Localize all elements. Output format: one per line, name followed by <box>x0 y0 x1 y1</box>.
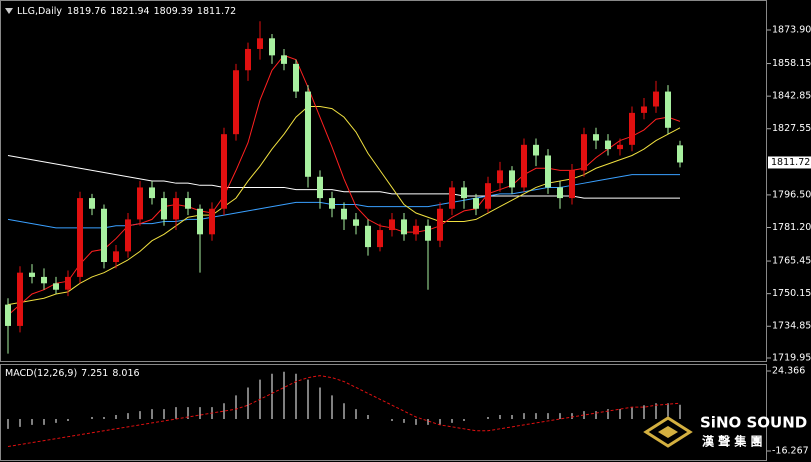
y-tick-label: 1842.85 <box>772 91 811 102</box>
candle-body <box>461 187 467 199</box>
y-tick-label: 1765.45 <box>772 256 811 267</box>
candle-body <box>653 91 659 107</box>
y-tick-label: 24.366 <box>772 366 805 377</box>
y-tick-label: 1719.95 <box>772 352 811 363</box>
current-price-box <box>768 156 811 169</box>
candle-body <box>533 144 539 156</box>
candle-body <box>437 208 443 241</box>
candle-body <box>665 91 671 128</box>
candle-body <box>509 170 515 188</box>
price-header: LLG,Daily 1819.76 1821.94 1809.39 1811.72 <box>17 6 236 17</box>
candle-body <box>473 198 479 209</box>
candle-body <box>113 251 119 263</box>
logo-core <box>658 426 678 438</box>
open: 1819.76 <box>67 6 106 17</box>
header-icon <box>5 8 13 14</box>
signal-line <box>7 375 681 448</box>
candle-body <box>269 38 275 56</box>
logo-name: SiNO SOUND <box>700 414 807 432</box>
candle-body <box>593 134 599 141</box>
candle-body <box>233 70 239 135</box>
candle-body <box>101 208 107 263</box>
candle-body <box>53 283 59 290</box>
candle-body <box>425 225 431 241</box>
y-tick-label: 1827.55 <box>772 123 811 134</box>
candle-body <box>161 198 167 220</box>
candle-body <box>389 219 395 231</box>
candle-body <box>125 219 131 252</box>
macd-header: MACD(12,26,9) 7.251 8.016 <box>5 368 140 379</box>
logo-subtitle: 漢 聲 集 團 <box>702 434 763 449</box>
candle-body <box>329 198 335 209</box>
high: 1821.94 <box>110 6 149 17</box>
moving-average <box>7 154 680 199</box>
y-tick-label: 1858.15 <box>772 58 811 69</box>
candle-body <box>557 187 563 199</box>
current-price-label: 1811.72 <box>771 157 810 168</box>
candle-body <box>377 230 383 248</box>
candle-body <box>677 145 683 163</box>
candle-body <box>353 219 359 226</box>
candle-body <box>137 187 143 220</box>
symbol: LLG,Daily <box>17 6 62 17</box>
candle-body <box>365 225 371 248</box>
candle-body <box>341 208 347 220</box>
candle-body <box>545 155 551 188</box>
candle-body <box>581 134 587 171</box>
y-tick-label: 1796.50 <box>772 189 811 200</box>
y-tick-label: 1781.20 <box>772 222 811 233</box>
candle-body <box>5 304 11 326</box>
moving-average <box>7 54 681 316</box>
candle-body <box>485 183 491 209</box>
candle-body <box>221 134 227 209</box>
candle-body <box>629 112 635 145</box>
candle-body <box>41 276 47 284</box>
candle-body <box>65 276 71 290</box>
candle-body <box>449 187 455 209</box>
y-tick-label: -16.267 <box>772 446 809 457</box>
candle-body <box>173 198 179 220</box>
candle-body <box>413 225 419 235</box>
y-tick-label: 1750.15 <box>772 288 811 299</box>
candle-body <box>245 48 251 71</box>
candle-body <box>617 144 623 150</box>
macd-frame <box>0 364 767 461</box>
candle-body <box>293 63 299 92</box>
candle-body <box>197 208 203 235</box>
macd-title: MACD(12,26,9) <box>5 368 77 379</box>
candle-body <box>305 91 311 177</box>
price-frame <box>0 0 767 362</box>
candle-body <box>209 208 215 235</box>
candle-body <box>317 176 323 199</box>
macd-value: 7.251 <box>81 368 108 379</box>
candle-body <box>89 198 95 209</box>
signal-value: 8.016 <box>112 368 139 379</box>
candle-body <box>17 272 23 326</box>
candle-body <box>641 106 647 113</box>
candle-body <box>185 198 191 209</box>
candle-body <box>257 38 263 49</box>
candle-body <box>497 170 503 184</box>
candle-body <box>149 187 155 199</box>
candle-body <box>401 219 407 235</box>
y-tick-label: 1873.90 <box>772 24 811 35</box>
logo-mark <box>643 416 693 448</box>
candle-body <box>521 144 527 188</box>
candle-body <box>281 55 287 64</box>
low: 1809.39 <box>154 6 193 17</box>
logo: SiNO SOUND 漢 聲 集 團 <box>643 414 807 449</box>
candle-body <box>29 272 35 277</box>
candle-body <box>569 170 575 199</box>
moving-average <box>7 105 681 306</box>
candle-body <box>77 198 83 277</box>
candle-body <box>605 140 611 150</box>
close: 1811.72 <box>197 6 236 17</box>
y-tick-label: 1734.85 <box>772 321 811 332</box>
